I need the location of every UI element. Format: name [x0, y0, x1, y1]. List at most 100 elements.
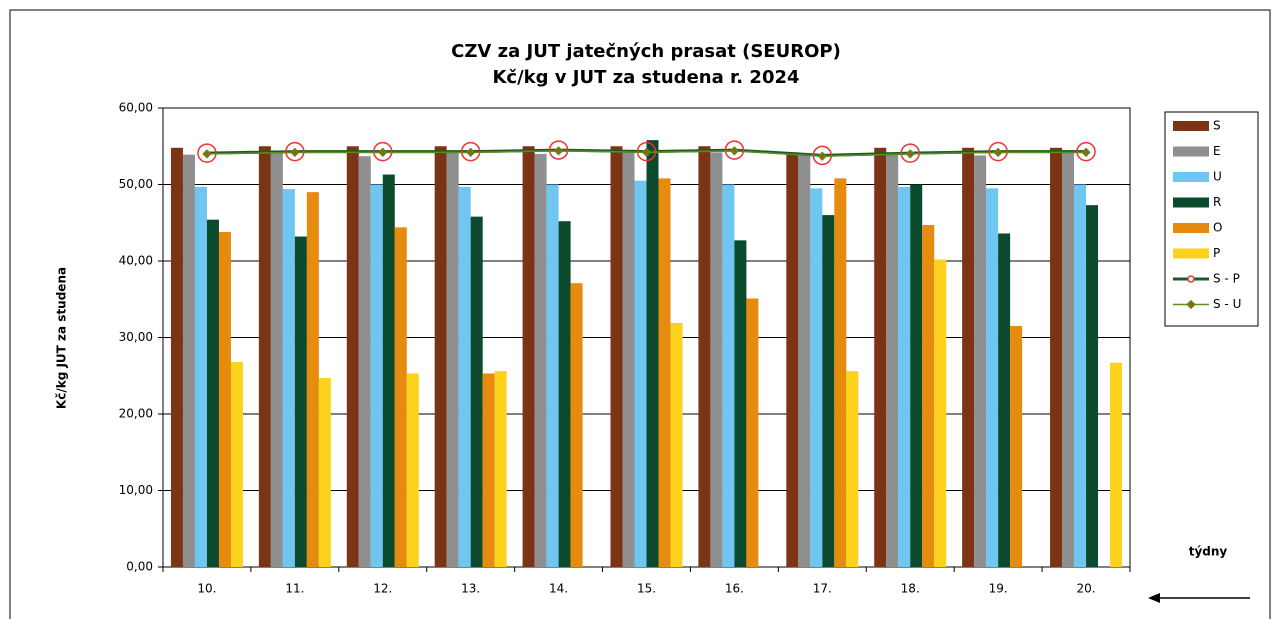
- x-axis-label: týdny: [1189, 545, 1228, 559]
- bar: [722, 184, 735, 567]
- y-axis-label: Kč/kg JUT za studena: [55, 267, 69, 409]
- y-tick-label: 40,00: [119, 254, 153, 268]
- bar: [874, 147, 887, 567]
- x-tick-label: 20.: [1076, 582, 1095, 596]
- legend-swatch: [1173, 223, 1209, 233]
- y-tick-label: 20,00: [119, 407, 153, 421]
- bar: [886, 153, 899, 567]
- bar: [846, 371, 859, 567]
- line-marker: [553, 146, 564, 156]
- bar: [1110, 362, 1123, 567]
- line-marker: [724, 140, 745, 160]
- legend-swatch: [1173, 121, 1209, 131]
- legend-label: E: [1213, 144, 1221, 158]
- bar: [934, 259, 947, 567]
- bar: [270, 152, 283, 567]
- legend-label: O: [1213, 221, 1222, 235]
- chart-subtitle: Kč/kg v JUT za studena r. 2024: [492, 67, 799, 88]
- line-marker: [993, 147, 1003, 158]
- legend-swatch: [1173, 172, 1209, 182]
- bar: [898, 186, 911, 568]
- line-marker: [1076, 141, 1096, 162]
- bar: [570, 283, 583, 567]
- bar: [646, 140, 659, 567]
- bar: [522, 146, 535, 567]
- bar: [734, 240, 747, 567]
- legend-swatch: [1173, 146, 1209, 157]
- bar: [1086, 205, 1099, 567]
- legend-label: S - U: [1213, 297, 1241, 311]
- bar: [346, 146, 359, 567]
- line-marker: [285, 141, 305, 162]
- bar: [258, 146, 271, 567]
- bar: [382, 174, 395, 567]
- chart-title: CZV za JUT jatečných prasat (SEUROP): [451, 41, 841, 62]
- bar: [358, 156, 371, 567]
- line-marker: [465, 147, 476, 158]
- x-tick-label: 14.: [549, 582, 568, 596]
- bar: [206, 219, 219, 567]
- bar: [710, 152, 723, 567]
- legend-swatch: [1173, 197, 1209, 208]
- bar: [194, 186, 207, 568]
- legend-swatch: [1173, 248, 1209, 259]
- bar: [482, 373, 495, 567]
- bar: [1074, 184, 1087, 567]
- line-marker: [905, 149, 915, 159]
- legend-label: P: [1213, 246, 1220, 260]
- bar: [834, 178, 847, 567]
- x-tick-label: 16.: [725, 582, 744, 596]
- bar: [534, 153, 547, 567]
- line-marker: [729, 146, 740, 156]
- bar: [406, 373, 419, 567]
- bar: [558, 221, 571, 567]
- bar: [546, 184, 559, 567]
- x-tick-label: 18.: [901, 582, 920, 596]
- line-marker: [373, 141, 393, 162]
- bar: [434, 146, 447, 567]
- bar: [318, 378, 331, 567]
- x-tick-label: 11.: [285, 582, 304, 596]
- bar: [494, 371, 507, 567]
- legend-label: S: [1213, 119, 1221, 133]
- y-tick-label: 0,00: [126, 560, 153, 574]
- bar: [1062, 150, 1075, 567]
- y-tick-label: 10,00: [119, 483, 153, 497]
- bar: [610, 146, 623, 567]
- frame: [9, 9, 1271, 619]
- bar: [998, 233, 1011, 567]
- y-tick-label: 30,00: [119, 330, 153, 344]
- line-marker: [290, 147, 300, 158]
- x-tick-label: 17.: [813, 582, 832, 596]
- bar: [218, 231, 231, 567]
- line-marker: [548, 140, 569, 160]
- bar: [282, 189, 295, 567]
- bar: [786, 152, 799, 567]
- bar: [670, 322, 683, 567]
- bar: [394, 227, 407, 567]
- x-tick-label: 12.: [373, 582, 392, 596]
- line-marker: [817, 151, 828, 161]
- bar: [986, 188, 999, 567]
- bar: [962, 147, 975, 567]
- legend-marker: [1187, 275, 1195, 283]
- bar: [182, 154, 195, 568]
- bar: [658, 178, 671, 567]
- x-tick-label: 19.: [989, 582, 1008, 596]
- bar: [1010, 326, 1023, 567]
- bar: [370, 184, 383, 567]
- x-tick-label: 10.: [197, 582, 216, 596]
- bar: [922, 225, 935, 568]
- legend: [1164, 111, 1259, 327]
- bar: [822, 215, 835, 567]
- bar: [910, 184, 923, 567]
- bar: [974, 155, 987, 567]
- bar: [746, 298, 759, 567]
- y-tick-label: 60,00: [119, 101, 153, 115]
- line-marker: [202, 149, 212, 159]
- legend-label: R: [1213, 195, 1221, 209]
- bar: [294, 236, 307, 567]
- x-tick-label: 13.: [461, 582, 480, 596]
